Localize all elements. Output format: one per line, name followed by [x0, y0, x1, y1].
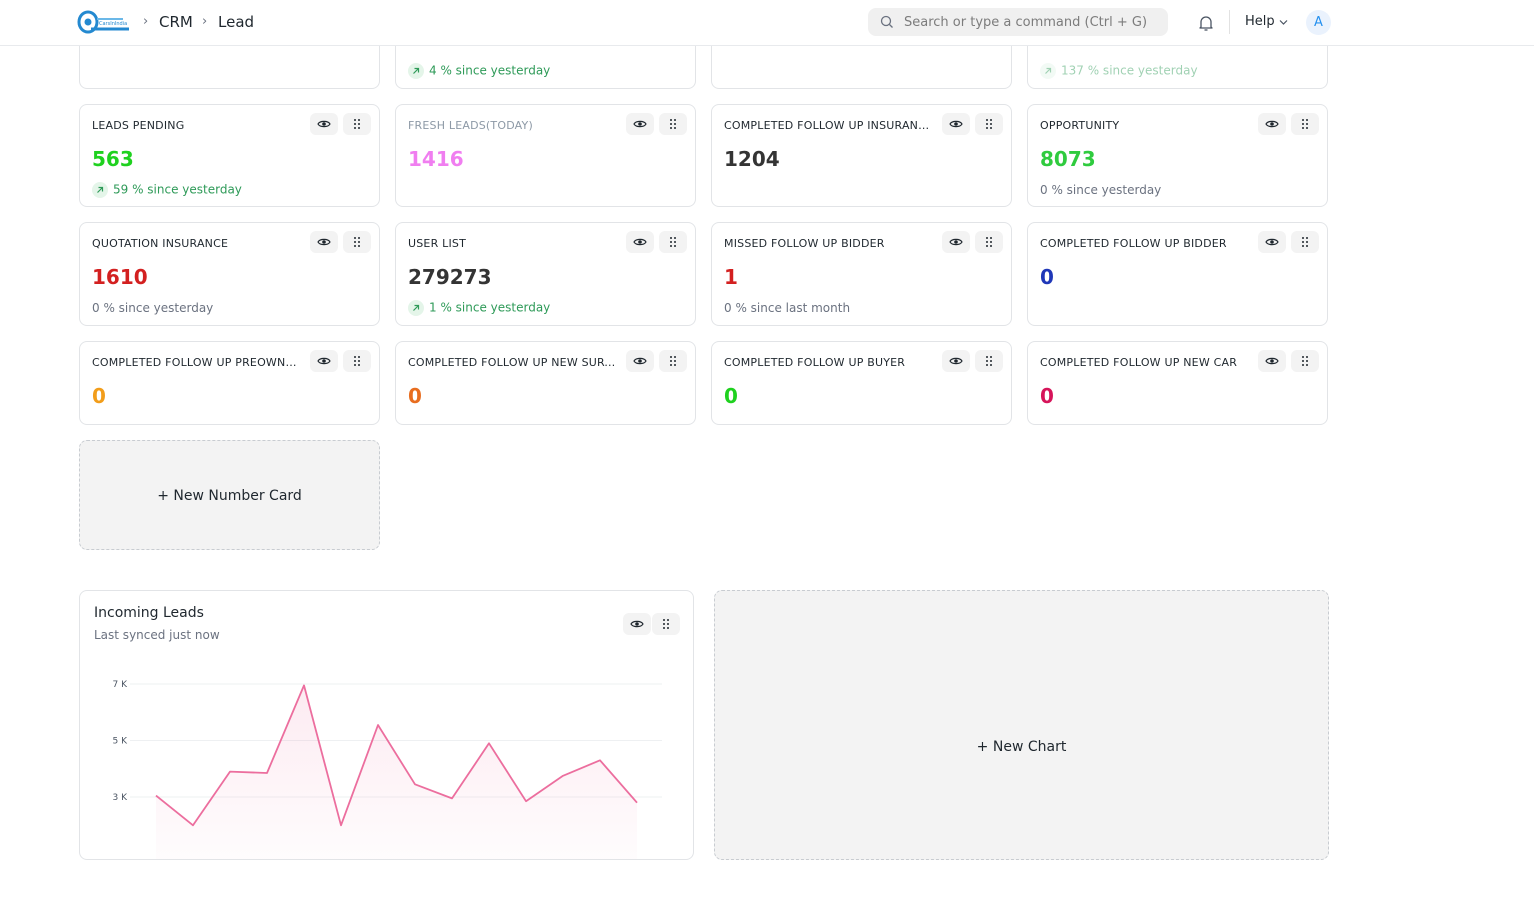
card-value: 0	[1040, 265, 1054, 289]
card-value: 8073	[1040, 147, 1096, 171]
navbar: CarsInIndia › CRM › Lead Help A	[0, 0, 1534, 46]
card-title: COMPLETED FOLLOW UP BUYER	[724, 356, 905, 369]
card-subtext: 0 % since yesterday	[1040, 183, 1161, 197]
number-card-completed-follow-up-preowned[interactable]: COMPLETED FOLLOW UP PREOWNED 0	[79, 341, 380, 425]
avatar[interactable]: A	[1306, 10, 1331, 35]
card-value: 279273	[408, 265, 492, 289]
chevron-down-icon[interactable]	[1279, 19, 1288, 26]
eye-icon[interactable]	[626, 231, 654, 253]
number-card-missed-follow-up-bidder[interactable]: MISSED FOLLOW UP BIDDER 1 0 % since last…	[711, 222, 1012, 326]
card-value: 563	[92, 147, 134, 171]
drag-handle-icon[interactable]	[975, 350, 1003, 372]
card-title: MISSED FOLLOW UP BIDDER	[724, 237, 885, 250]
y-tick-label: 3 K	[113, 793, 129, 803]
eye-icon[interactable]	[626, 350, 654, 372]
drag-handle-icon[interactable]	[659, 350, 687, 372]
number-card-completed-follow-up-new-car[interactable]: COMPLETED FOLLOW UP NEW CAR 0	[1027, 341, 1328, 425]
card-title: OPPORTUNITY	[1040, 119, 1119, 132]
eye-icon[interactable]	[626, 113, 654, 135]
eye-icon[interactable]	[310, 113, 338, 135]
y-tick-label: 5 K	[113, 737, 129, 747]
chevron-right-icon: ›	[143, 14, 148, 29]
eye-icon[interactable]	[1258, 113, 1286, 135]
card-subtext: 0 % since last month	[724, 301, 850, 315]
bell-icon[interactable]	[1197, 14, 1215, 32]
eye-icon[interactable]	[310, 350, 338, 372]
card-title: COMPLETED FOLLOW UP NEW CAR	[1040, 356, 1237, 369]
card-value: 0	[1040, 384, 1054, 408]
number-card-quotation-insurance[interactable]: QUOTATION INSURANCE 1610 0 % since yeste…	[79, 222, 380, 326]
card-title: LEADS PENDING	[92, 119, 184, 132]
drag-handle-icon[interactable]	[1291, 113, 1319, 135]
number-card-completed-follow-up-bidder[interactable]: COMPLETED FOLLOW UP BIDDER 0	[1027, 222, 1328, 326]
new-number-card-button[interactable]: + New Number Card	[79, 440, 380, 550]
drag-handle-icon[interactable]	[975, 231, 1003, 253]
chevron-right-icon: ›	[202, 14, 207, 29]
card-title: QUOTATION INSURANCE	[92, 237, 228, 250]
chart-card-incoming-leads: Incoming Leads Last synced just now 7 K 5…	[79, 590, 694, 860]
trend-up-icon	[92, 182, 108, 198]
card-title: COMPLETED FOLLOW UP PREOWNED	[92, 356, 300, 369]
drag-handle-icon[interactable]	[343, 231, 371, 253]
number-card-user-list[interactable]: USER LIST 279273 1 % since yesterday	[395, 222, 696, 326]
number-card-completed-follow-up-buyer[interactable]: COMPLETED FOLLOW UP BUYER 0	[711, 341, 1012, 425]
card-title: COMPLETED FOLLOW UP NEW SURVEY	[408, 356, 616, 369]
drag-handle-icon[interactable]	[975, 113, 1003, 135]
eye-icon[interactable]	[623, 613, 651, 635]
drag-handle-icon[interactable]	[1291, 231, 1319, 253]
card-value: 1610	[92, 265, 148, 289]
number-card-completed-follow-up-insurance[interactable]: COMPLETED FOLLOW UP INSURANCE 1204	[711, 104, 1012, 207]
search-bar[interactable]	[868, 8, 1168, 36]
navbar-divider	[1229, 10, 1230, 34]
breadcrumb-crm[interactable]: CRM	[159, 13, 193, 31]
card-title: FRESH LEADS(TODAY)	[408, 119, 533, 132]
card-trend: 1 % since yesterday	[408, 300, 550, 316]
trend-up-icon	[408, 300, 424, 316]
trend-up-icon	[408, 63, 424, 79]
card-title: COMPLETED FOLLOW UP BIDDER	[1040, 237, 1227, 250]
eye-icon[interactable]	[942, 113, 970, 135]
card-subtext: 0 % since yesterday	[92, 301, 213, 315]
eye-icon[interactable]	[310, 231, 338, 253]
drag-handle-icon[interactable]	[343, 350, 371, 372]
drag-handle-icon[interactable]	[652, 613, 680, 635]
card-value: 0	[92, 384, 106, 408]
new-chart-button[interactable]: + New Chart	[714, 590, 1329, 860]
search-input[interactable]	[904, 8, 1154, 36]
card-trend: 4 % since yesterday	[408, 63, 550, 79]
breadcrumb-lead[interactable]: Lead	[218, 13, 254, 31]
number-card-opportunity[interactable]: OPPORTUNITY 8073 0 % since yesterday	[1027, 104, 1328, 207]
drag-handle-icon[interactable]	[343, 113, 371, 135]
card-title: COMPLETED FOLLOW UP INSURANCE	[724, 119, 932, 132]
line-chart: 7 K 5 K 3 K	[80, 651, 693, 859]
drag-handle-icon[interactable]	[1291, 350, 1319, 372]
card-title: USER LIST	[408, 237, 466, 250]
trend-up-icon	[1040, 63, 1056, 79]
card-value: 0	[408, 384, 422, 408]
number-card-fresh-leads-today[interactable]: FRESH LEADS(TODAY) 1416	[395, 104, 696, 207]
help-menu[interactable]: Help	[1245, 14, 1275, 29]
eye-icon[interactable]	[1258, 350, 1286, 372]
series-area	[156, 685, 637, 859]
logo[interactable]: CarsInIndia	[77, 9, 131, 35]
drag-handle-icon[interactable]	[659, 113, 687, 135]
drag-handle-icon[interactable]	[659, 231, 687, 253]
card-value: 1416	[408, 147, 464, 171]
card-value: 1204	[724, 147, 780, 171]
eye-icon[interactable]	[942, 231, 970, 253]
chart-subtitle: Last synced just now	[94, 628, 220, 642]
search-icon	[880, 15, 894, 29]
y-tick-label: 7 K	[113, 680, 129, 690]
chart-title: Incoming Leads	[94, 605, 204, 621]
eye-icon[interactable]	[942, 350, 970, 372]
card-trend: 59 % since yesterday	[92, 182, 242, 198]
number-card-leads-pending[interactable]: LEADS PENDING 563 59 % since yesterday	[79, 104, 380, 207]
card-value: 0	[724, 384, 738, 408]
card-value: 1	[724, 265, 738, 289]
svg-text:CarsInIndia: CarsInIndia	[99, 21, 127, 27]
eye-icon[interactable]	[1258, 231, 1286, 253]
number-card-completed-follow-up-new-survey[interactable]: COMPLETED FOLLOW UP NEW SURVEY 0	[395, 341, 696, 425]
card-trend: 137 % since yesterday	[1040, 63, 1198, 79]
